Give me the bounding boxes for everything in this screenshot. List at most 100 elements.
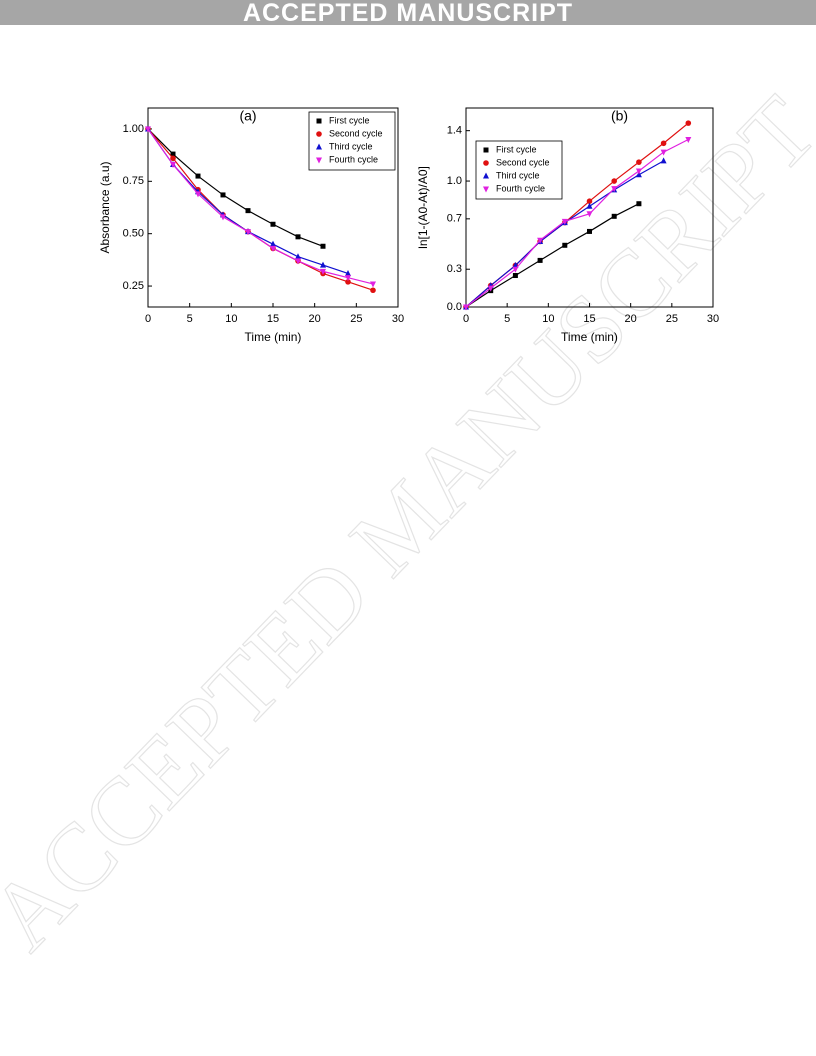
marker: [586, 202, 593, 209]
legend-label: Third cycle: [496, 170, 540, 180]
legend-label: Second cycle: [496, 157, 550, 167]
y-tick-label: 0.25: [123, 280, 144, 292]
marker: [245, 229, 251, 236]
marker: [660, 149, 667, 156]
fit-line: [465, 138, 689, 308]
legend-label: First cycle: [329, 115, 370, 125]
x-tick-label: 5: [504, 313, 510, 325]
legend-label: Fourth cycle: [496, 183, 545, 193]
marker: [220, 192, 226, 198]
x-tick-label: 15: [267, 313, 279, 325]
marker: [270, 221, 276, 227]
marker: [512, 266, 519, 273]
marker: [537, 237, 544, 244]
x-tick-label: 5: [187, 313, 193, 325]
marker: [345, 279, 351, 285]
fit-line: [147, 128, 374, 285]
marker: [270, 245, 276, 252]
marker: [611, 186, 618, 193]
marker: [483, 172, 489, 179]
marker: [320, 261, 326, 268]
marker: [145, 126, 151, 133]
marker: [636, 159, 642, 165]
marker: [562, 242, 568, 248]
x-tick-label: 30: [392, 313, 404, 325]
marker: [537, 257, 543, 263]
marker: [685, 136, 692, 143]
marker: [320, 243, 326, 249]
panel-label: (b): [611, 108, 628, 124]
marker: [316, 143, 322, 150]
x-tick-label: 20: [625, 313, 637, 325]
x-tick-label: 10: [225, 313, 237, 325]
marker: [512, 273, 518, 279]
legend-label: Third cycle: [329, 141, 373, 151]
x-tick-label: 0: [463, 313, 469, 325]
marker: [170, 151, 176, 157]
x-tick-label: 10: [542, 313, 554, 325]
x-tick-label: 15: [583, 313, 595, 325]
y-axis-label: ln[1-(A0-At)/A0]: [416, 166, 430, 249]
y-tick-label: 0.3: [447, 263, 462, 275]
marker: [487, 285, 494, 292]
marker: [561, 218, 568, 225]
marker: [370, 281, 376, 288]
legend-label: First cycle: [496, 144, 537, 154]
x-axis-label: Time (min): [245, 330, 302, 344]
marker: [370, 287, 376, 294]
y-tick-label: 0.50: [123, 228, 144, 240]
marker: [245, 208, 251, 214]
marker: [483, 147, 489, 153]
header-banner: ACCEPTED MANUSCRIPT: [0, 0, 816, 26]
marker: [220, 214, 226, 221]
marker: [660, 140, 667, 147]
x-tick-label: 20: [309, 313, 321, 325]
y-tick-label: 1.00: [123, 123, 144, 135]
fit-line: [465, 203, 640, 308]
y-tick-label: 0.75: [123, 175, 144, 187]
legend-box: [475, 140, 563, 200]
x-axis-label: Time (min): [561, 330, 618, 344]
marker: [463, 304, 469, 311]
marker: [660, 157, 667, 164]
marker: [316, 131, 322, 137]
legend-label: Second cycle: [329, 128, 383, 138]
marker: [611, 178, 617, 184]
marker: [586, 211, 593, 218]
x-tick-label: 0: [145, 313, 151, 325]
panel-label: (a): [239, 108, 256, 124]
x-tick-label: 25: [350, 313, 362, 325]
y-tick-label: 0.0: [447, 301, 462, 313]
y-tick-label: 1.0: [447, 175, 462, 187]
fit-line: [147, 128, 324, 247]
marker: [483, 186, 489, 193]
marker: [685, 120, 692, 126]
x-tick-label: 30: [707, 313, 719, 325]
marker: [270, 240, 276, 247]
marker: [345, 275, 351, 282]
watermark: ACCEPTED MANUSCRIPT: [0, 76, 816, 970]
marker: [512, 261, 519, 268]
legend-label: Fourth cycle: [329, 154, 378, 164]
marker: [170, 162, 176, 169]
marker: [295, 253, 301, 260]
marker: [587, 228, 592, 234]
marker: [170, 155, 176, 162]
marker: [635, 168, 642, 175]
marker: [295, 258, 301, 265]
legend-box: [308, 111, 396, 171]
marker: [483, 160, 489, 166]
y-tick-label: 1.4: [447, 125, 462, 137]
y-axis-label: Absorbance (a.u): [98, 161, 112, 253]
marker: [611, 213, 617, 219]
marker: [586, 198, 593, 205]
marker: [316, 118, 322, 124]
marker: [345, 269, 351, 276]
marker: [320, 268, 326, 275]
marker: [295, 234, 301, 240]
marker: [636, 201, 642, 207]
marker: [195, 191, 201, 198]
marker: [195, 173, 201, 179]
